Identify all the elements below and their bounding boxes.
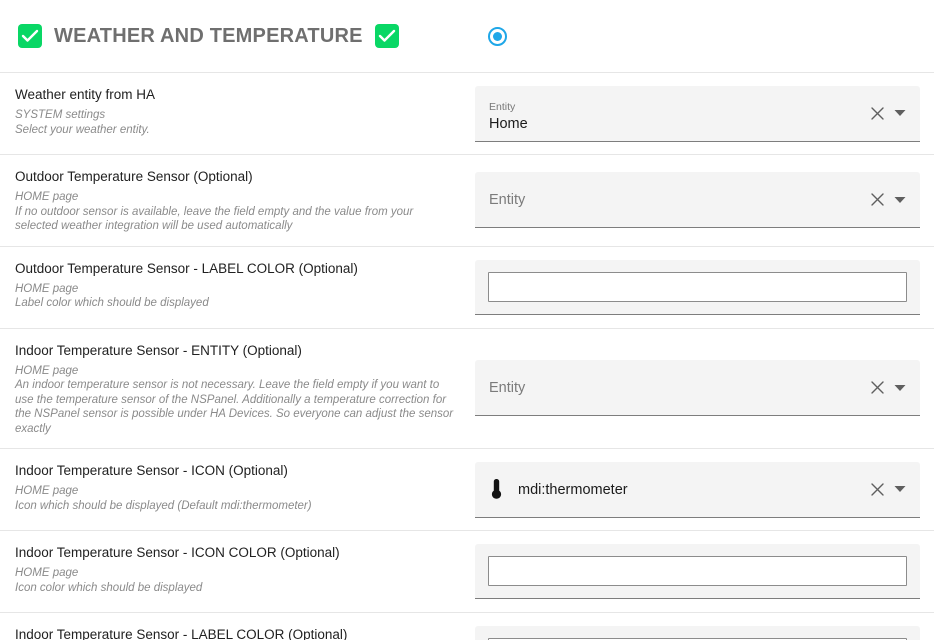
label-color-input[interactable]	[488, 638, 907, 640]
setting-row-description: Outdoor Temperature Sensor - LABEL COLOR…	[0, 247, 475, 328]
entity-field-actions	[870, 192, 912, 207]
entity-select-field[interactable]: Entity Home	[475, 85, 920, 142]
color-input-tray	[475, 259, 920, 315]
setting-row-description: Indoor Temperature Sensor - ENTITY (Opti…	[0, 329, 475, 449]
setting-row-weather-entity: Weather entity from HA SYSTEM settings S…	[0, 73, 934, 155]
setting-scope: HOME page	[15, 485, 79, 497]
radio-outer	[488, 26, 508, 46]
setting-row-outdoor-label-color: Outdoor Temperature Sensor - LABEL COLOR…	[0, 246, 934, 329]
chevron-down-icon[interactable]	[894, 109, 906, 117]
color-input-tray	[475, 544, 920, 599]
setting-row-outdoor-temp-sensor: Outdoor Temperature Sensor (Optional) HO…	[0, 155, 934, 247]
setting-row-description: Indoor Temperature Sensor - ICON COLOR (…	[0, 531, 475, 612]
close-icon[interactable]	[870, 482, 885, 497]
setting-row-control: Entity	[475, 329, 934, 449]
icon-color-input[interactable]	[488, 556, 907, 586]
entity-field-actions	[870, 106, 912, 121]
chevron-down-icon[interactable]	[894, 485, 906, 493]
entity-select-text: Entity	[489, 360, 870, 415]
setting-help-text: If no outdoor sensor is available, leave…	[15, 205, 414, 233]
setting-scope: SYSTEM settings	[15, 109, 106, 121]
setting-row-indoor-label-color: Indoor Temperature Sensor - LABEL COLOR …	[0, 613, 934, 640]
setting-label: Outdoor Temperature Sensor (Optional)	[15, 169, 253, 184]
section-radio-button[interactable]	[485, 23, 511, 49]
entity-select-field[interactable]: Entity	[475, 360, 920, 417]
setting-help-text: An indoor temperature sensor is not nece…	[15, 379, 454, 435]
entity-select-field[interactable]: Entity	[475, 172, 920, 229]
chevron-down-icon[interactable]	[894, 196, 906, 204]
setting-row-description: Indoor Temperature Sensor - LABEL COLOR …	[0, 613, 475, 640]
entity-field-placeholder: Entity	[489, 191, 526, 208]
setting-help-text: Select your weather entity.	[15, 123, 150, 136]
setting-scope: HOME page	[15, 191, 79, 203]
color-input-tray	[475, 626, 920, 640]
setting-label: Indoor Temperature Sensor - LABEL COLOR …	[15, 627, 348, 640]
thermometer-icon	[489, 478, 504, 500]
close-icon[interactable]	[870, 106, 885, 121]
checkmark-icon	[21, 29, 39, 42]
page-title: WEATHER AND TEMPERATURE	[54, 24, 363, 47]
entity-field-value: Home	[489, 116, 528, 132]
section-enable-checkbox-right[interactable]	[374, 24, 399, 48]
close-icon[interactable]	[870, 380, 885, 395]
setting-row-control	[475, 247, 934, 328]
setting-row-description: Weather entity from HA SYSTEM settings S…	[0, 73, 475, 154]
entity-field-label: Entity	[489, 101, 516, 113]
entity-field-actions	[870, 380, 912, 395]
setting-label: Weather entity from HA	[15, 87, 156, 102]
setting-row-control	[475, 613, 934, 640]
entity-field-placeholder: Entity	[489, 379, 526, 396]
radio-dot-icon	[493, 31, 503, 41]
setting-scope: HOME page	[15, 282, 79, 295]
setting-help-text: Icon which should be displayed (Default …	[15, 499, 312, 512]
setting-row-indoor-temp-icon: Indoor Temperature Sensor - ICON (Option…	[0, 449, 934, 531]
setting-row-control	[475, 531, 934, 612]
label-color-input[interactable]	[488, 271, 907, 302]
setting-label: Indoor Temperature Sensor - ENTITY (Opti…	[15, 342, 302, 358]
setting-row-indoor-icon-color: Indoor Temperature Sensor - ICON COLOR (…	[0, 531, 934, 613]
section-enable-checkbox-left[interactable]	[18, 24, 42, 48]
setting-scope: HOME page	[15, 364, 79, 377]
close-icon[interactable]	[870, 192, 885, 207]
chevron-down-icon[interactable]	[894, 384, 906, 392]
icon-select-field[interactable]: mdi:thermometer	[475, 461, 920, 518]
icon-field-actions	[870, 482, 912, 497]
setting-help-text: Icon color which should be displayed	[15, 581, 203, 594]
icon-select-text: mdi:thermometer	[518, 462, 870, 517]
setting-row-description: Outdoor Temperature Sensor (Optional) HO…	[0, 155, 475, 246]
setting-row-control: Entity Home	[475, 73, 934, 154]
setting-row-indoor-temp-entity: Indoor Temperature Sensor - ENTITY (Opti…	[0, 328, 934, 449]
entity-select-text: Entity Home	[489, 86, 870, 141]
section-header: WEATHER AND TEMPERATURE	[0, 0, 934, 73]
setting-row-control: Entity	[475, 155, 934, 246]
setting-row-control: mdi:thermometer	[475, 449, 934, 530]
icon-field-value: mdi:thermometer	[518, 481, 628, 498]
checkmark-icon	[378, 29, 395, 42]
setting-label: Indoor Temperature Sensor - ICON COLOR (…	[15, 545, 340, 560]
setting-label: Indoor Temperature Sensor - ICON (Option…	[15, 463, 288, 478]
setting-help-text: Label color which should be displayed	[15, 297, 209, 309]
setting-scope: HOME page	[15, 567, 79, 579]
setting-label: Outdoor Temperature Sensor - LABEL COLOR…	[15, 260, 358, 276]
setting-row-description: Indoor Temperature Sensor - ICON (Option…	[0, 449, 475, 530]
entity-select-text: Entity	[489, 172, 870, 227]
